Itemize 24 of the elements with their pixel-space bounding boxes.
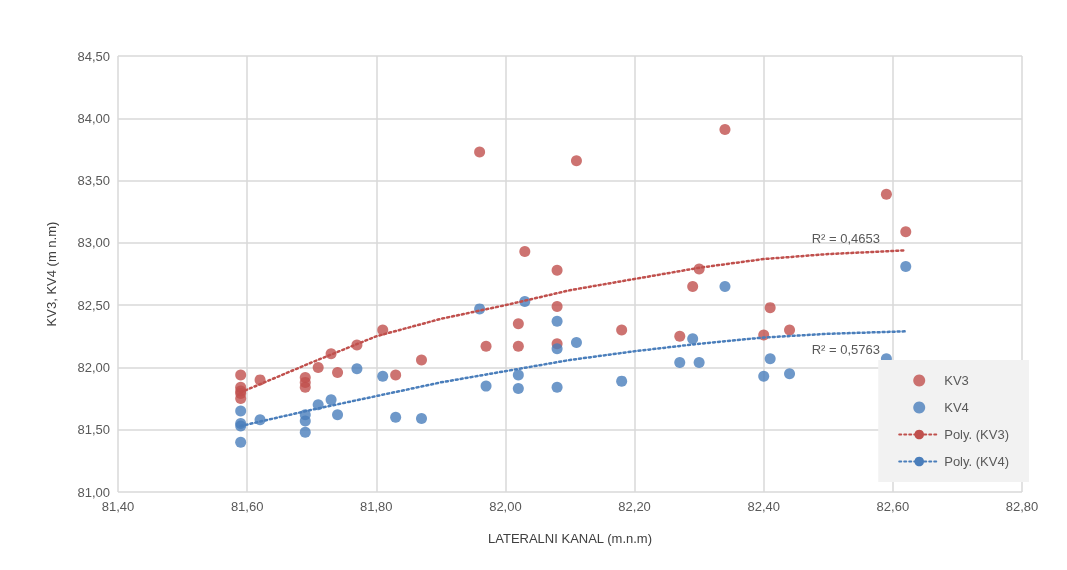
x-axis-title: LATERALNI KANAL (m.n.m): [488, 531, 652, 546]
legend-label: KV3: [944, 373, 969, 388]
x-tick-label: 81,40: [101, 499, 135, 514]
x-tick-label: 82,00: [489, 499, 522, 514]
y-tick-label: 83,00: [77, 235, 110, 251]
legend-label: Poly. (KV3): [944, 427, 1009, 442]
legend-label: Poly. (KV4): [944, 454, 1009, 469]
x-tick-label: 82,60: [876, 499, 910, 514]
annotation: R² = 0,5763: [811, 341, 880, 357]
y-tick-label: 82,00: [77, 359, 110, 375]
y-axis-title: KV3, KV4 (m n.m): [44, 221, 59, 327]
annotation: R² = 0,4653: [811, 230, 880, 246]
y-tick-label: 81,00: [77, 484, 110, 500]
x-tick-label: 81,60: [230, 499, 264, 514]
legend-label: KV4: [944, 400, 969, 415]
y-tick-label: 81,50: [77, 422, 110, 438]
y-tick-label: 83,50: [77, 173, 110, 189]
x-tick-label: 82,40: [747, 499, 780, 514]
x-tick-label: 82,80: [1005, 499, 1039, 514]
x-tick-label: 82,20: [618, 499, 651, 514]
y-tick-label: 84,00: [77, 110, 110, 126]
x-tick-label: 81,80: [360, 499, 393, 514]
y-tick-label: 82,50: [77, 297, 110, 313]
y-tick-label: 84,50: [77, 48, 110, 64]
